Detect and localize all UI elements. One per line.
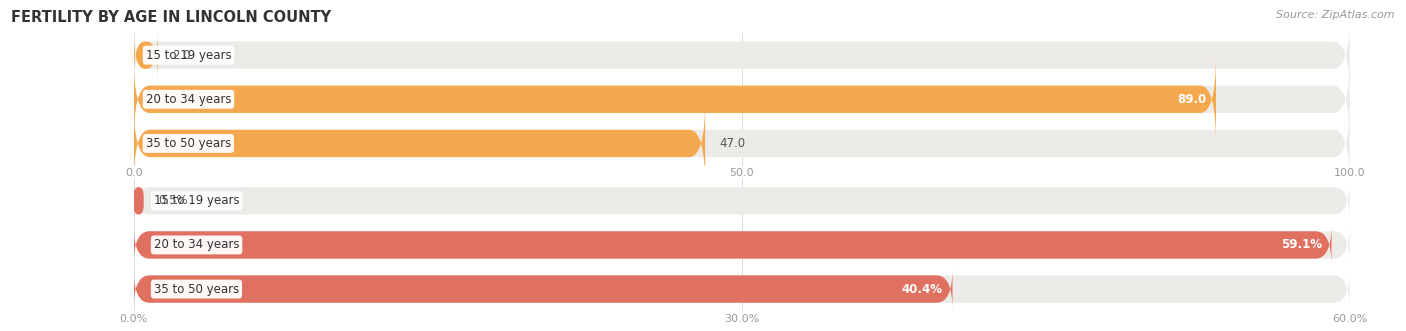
FancyBboxPatch shape [134,268,952,310]
FancyBboxPatch shape [134,12,1350,99]
FancyBboxPatch shape [134,180,1350,221]
Text: 15 to 19 years: 15 to 19 years [146,49,232,62]
FancyBboxPatch shape [134,187,143,214]
FancyBboxPatch shape [134,224,1331,266]
FancyBboxPatch shape [134,56,1216,143]
Text: 2.0: 2.0 [173,49,191,62]
Text: 0.5%: 0.5% [159,194,188,207]
Text: 15 to 19 years: 15 to 19 years [153,194,239,207]
FancyBboxPatch shape [134,29,157,81]
Text: 89.0: 89.0 [1177,93,1206,106]
Text: 35 to 50 years: 35 to 50 years [146,137,231,150]
FancyBboxPatch shape [134,100,1350,187]
Text: 35 to 50 years: 35 to 50 years [153,283,239,296]
Text: Source: ZipAtlas.com: Source: ZipAtlas.com [1277,10,1395,20]
FancyBboxPatch shape [134,224,1350,266]
FancyBboxPatch shape [134,100,706,187]
Text: 20 to 34 years: 20 to 34 years [153,238,239,252]
Text: 20 to 34 years: 20 to 34 years [146,93,231,106]
FancyBboxPatch shape [134,56,1350,143]
Text: 59.1%: 59.1% [1281,238,1322,252]
Text: 40.4%: 40.4% [901,283,943,296]
Text: FERTILITY BY AGE IN LINCOLN COUNTY: FERTILITY BY AGE IN LINCOLN COUNTY [11,10,332,25]
Text: 47.0: 47.0 [720,137,747,150]
FancyBboxPatch shape [134,268,1350,310]
